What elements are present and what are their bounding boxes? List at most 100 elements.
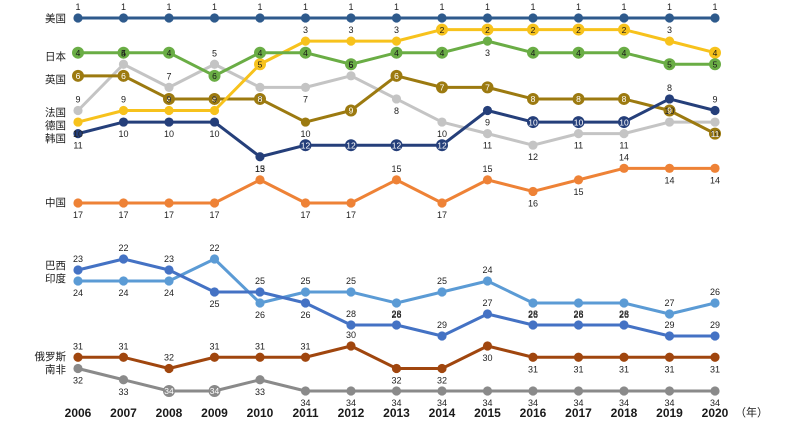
- series-0-label-5: 1: [303, 2, 308, 12]
- series-0-label-7: 1: [394, 2, 399, 12]
- series-3-label-11: 11: [574, 141, 583, 151]
- series-4-point-14: [709, 46, 721, 59]
- series-1-label-10: 4: [531, 48, 536, 58]
- series-0-point-3: [209, 13, 220, 23]
- series-1-point-3: [208, 69, 221, 82]
- series-0-label-10: 1: [530, 2, 535, 12]
- series-5-point-10: [527, 116, 539, 129]
- series-10-label-13: 34: [664, 398, 674, 408]
- series-8-label-0: 24: [73, 288, 83, 298]
- series-10-point-1: [118, 375, 129, 385]
- series-10-label-9: 34: [482, 398, 492, 408]
- series-3-label-9: 11: [483, 141, 492, 151]
- series-2-label-2: 8: [167, 94, 172, 104]
- series-9-label-12: 31: [619, 364, 629, 374]
- series-1-point-10: [527, 46, 539, 59]
- series-4-point-13: [664, 36, 675, 46]
- series-10-point-13: [664, 386, 675, 396]
- series-4-point-1: [118, 105, 129, 116]
- series-3-point-14: [710, 117, 720, 127]
- series-5-point-3: [209, 117, 220, 127]
- series-10-label-11: 34: [573, 398, 583, 408]
- series-4-label-0: 10: [73, 129, 83, 139]
- series-2-point-3: [208, 92, 221, 105]
- series-10-point-10: [528, 386, 538, 396]
- series-2-label-11: 8: [576, 94, 581, 104]
- series-8-label-9: 24: [482, 265, 492, 275]
- series-10-point-14: [710, 386, 720, 396]
- x-tick-2019: 2019: [656, 406, 683, 420]
- series-2-label-12: 8: [622, 94, 627, 104]
- series-0-label-13: 1: [667, 2, 672, 12]
- series-9-label-8: 32: [437, 376, 447, 386]
- series-5-label-14: 9: [712, 95, 717, 105]
- series-name-10: 南非: [45, 363, 66, 376]
- series-6-point-7: [391, 175, 402, 185]
- series-4-label-12: 2: [622, 25, 627, 35]
- series-4-label-13: 3: [667, 25, 672, 35]
- series-2-point-11: [572, 92, 585, 105]
- x-axis: 2006 2007 2008 2009 2010 2011 2012 2013 2014 2015…: [65, 405, 768, 420]
- series-9-label-10: 31: [528, 364, 538, 374]
- series-10-label-10: 34: [528, 398, 538, 408]
- series-3-point-7: [391, 94, 402, 104]
- series-5-point-8: [436, 139, 448, 152]
- series-9-point-14: [710, 352, 720, 362]
- series-1-label-5: 4: [303, 48, 308, 58]
- series-6-point-13: [664, 163, 675, 173]
- series-6-point-0: [73, 198, 83, 208]
- series-0-point-5: [300, 13, 311, 23]
- series-8-point-10: [528, 298, 538, 308]
- series-7-label-4: 25: [255, 276, 265, 286]
- series-8-label-11: 26: [573, 310, 583, 320]
- series-10-point-9: [482, 386, 493, 396]
- series-5-point-13: [664, 94, 675, 104]
- series-2-point-13: [663, 104, 676, 117]
- series-2-point-9: [481, 81, 494, 94]
- series-8-label-5: 25: [300, 276, 310, 286]
- series-6-point-6: [346, 198, 356, 208]
- series-1-point-7: [390, 46, 403, 59]
- series-8-label-14: 26: [710, 287, 720, 297]
- series-8-point-8: [437, 287, 447, 297]
- series-7-point-6: [346, 320, 356, 330]
- series-6-point-9: [482, 175, 493, 185]
- series-5-label-9: 9: [485, 118, 490, 128]
- series-name-8: 印度: [45, 272, 66, 285]
- series-7-label-9: 27: [482, 298, 492, 308]
- series-5-label-5: 12: [301, 140, 311, 150]
- series-4-point-5: [300, 36, 311, 46]
- series-8-point-0: [73, 276, 83, 286]
- series-9-label-4: 31: [255, 341, 265, 351]
- series-4-point-12: [618, 23, 630, 36]
- series-1-point-5: [299, 46, 312, 59]
- series-10-point-0: [73, 363, 83, 374]
- series-9-label-1: 31: [118, 341, 128, 351]
- series-8-label-7: 26: [391, 310, 401, 320]
- series-9-label-0: 31: [73, 341, 83, 351]
- series-7-point-12: [619, 320, 629, 330]
- series-3-label-5: 7: [303, 94, 308, 104]
- series-10-label-14: 34: [710, 398, 720, 408]
- series-10-label-0: 32: [73, 376, 83, 386]
- series-3-point-11: [573, 129, 584, 139]
- series-8-label-2: 24: [164, 288, 174, 298]
- series-1-point-13: [663, 58, 676, 71]
- series-8-point-6: [346, 287, 356, 297]
- series-1-label-8: 4: [440, 48, 445, 58]
- series-6-label-5: 17: [300, 210, 310, 220]
- series-4-label-1: 9: [121, 95, 126, 105]
- series-2-label-3: 8: [212, 94, 217, 104]
- series-3-label-2: 7: [166, 71, 171, 81]
- series-name-0: 美国: [45, 12, 66, 25]
- x-tick-2014: 2014: [429, 406, 456, 420]
- series-8-label-4: 26: [255, 310, 265, 320]
- series-9-point-5: [300, 352, 311, 362]
- series-4-label-10: 2: [531, 25, 536, 35]
- series-3-label-0: 9: [75, 95, 80, 105]
- series-4-point-3: [209, 105, 220, 116]
- series-7-label-0: 23: [73, 254, 83, 264]
- series-6-label-14: 14: [710, 175, 720, 185]
- series-0-point-2: [164, 13, 174, 23]
- series-7-label-5: 26: [300, 310, 310, 320]
